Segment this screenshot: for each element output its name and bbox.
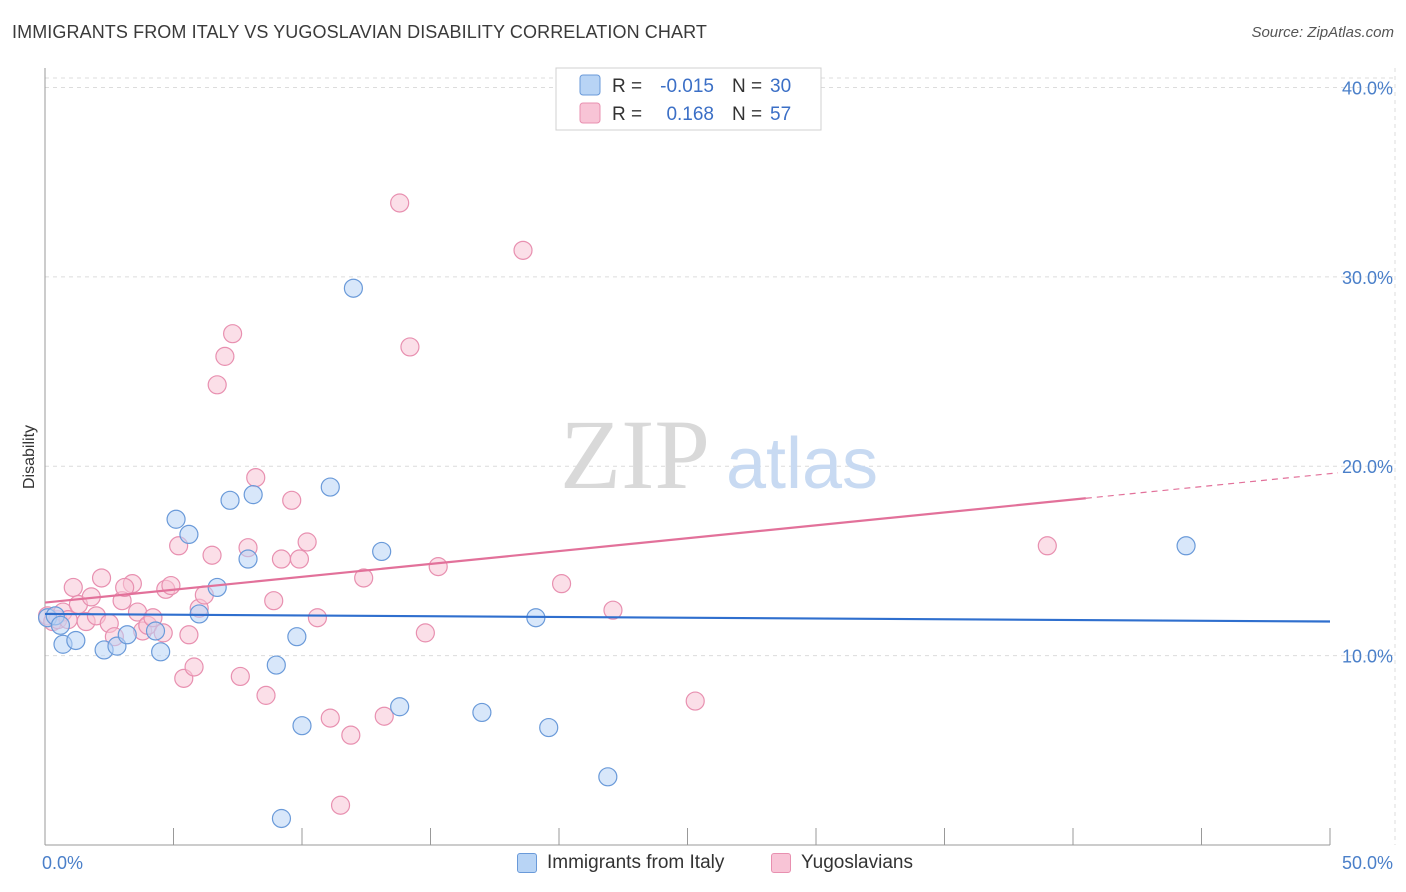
data-point-yugoslavians bbox=[354, 568, 374, 588]
x-tick-label: 50.0% bbox=[1342, 853, 1393, 873]
data-point-yugoslavians bbox=[1037, 536, 1057, 556]
legend-swatch-yugoslavians bbox=[579, 102, 601, 124]
watermark-atlas: atlas bbox=[726, 424, 878, 504]
data-point-yugoslavians bbox=[161, 575, 181, 596]
y-tick-label: 10.0% bbox=[1342, 647, 1393, 667]
data-point-yugoslavians bbox=[341, 725, 361, 745]
data-point-yugoslavians bbox=[91, 568, 112, 588]
data-point-italy bbox=[179, 524, 199, 545]
data-point-yugoslavians bbox=[289, 549, 310, 569]
data-point-yugoslavians bbox=[207, 375, 227, 395]
data-point-yugoslavians bbox=[307, 608, 328, 628]
stats-legend: R = -0.015 N = 30 R = 0.168 N = 57 bbox=[555, 67, 822, 131]
data-point-yugoslavians bbox=[551, 574, 572, 594]
data-point-italy bbox=[117, 625, 137, 645]
legend-swatch-italy bbox=[579, 74, 601, 96]
bottom-legend: Immigrants from Italy Yugoslavians bbox=[0, 850, 1406, 880]
trend-line-yugoslavians-extension bbox=[1085, 472, 1339, 499]
data-point-yugoslavians bbox=[400, 337, 420, 357]
data-point-italy bbox=[66, 630, 86, 651]
data-point-italy bbox=[598, 767, 618, 787]
data-point-yugoslavians bbox=[603, 600, 623, 620]
y-tick-label: 20.0% bbox=[1342, 457, 1393, 477]
data-point-italy bbox=[472, 702, 492, 723]
data-point-yugoslavians bbox=[415, 623, 435, 643]
data-point-yugoslavians bbox=[256, 685, 276, 705]
data-point-yugoslavians bbox=[374, 706, 394, 726]
data-point-yugoslavians bbox=[428, 557, 448, 577]
bottom-legend-swatch-italy bbox=[517, 853, 537, 873]
data-point-italy bbox=[292, 716, 312, 736]
axes bbox=[44, 68, 1331, 846]
data-point-italy bbox=[220, 490, 240, 510]
trend-line-yugoslavians bbox=[44, 497, 1086, 604]
y-tick-label: 40.0% bbox=[1342, 78, 1393, 98]
data-point-italy bbox=[166, 509, 186, 529]
data-point-italy bbox=[287, 627, 307, 647]
trend-line-italy bbox=[44, 612, 1331, 623]
legend-n-label-italy: N = bbox=[732, 76, 762, 97]
data-point-yugoslavians bbox=[230, 666, 250, 687]
bottom-legend-yugoslavians: Yugoslavians bbox=[771, 852, 913, 874]
data-point-yugoslavians bbox=[282, 490, 302, 510]
legend-r-label-yugoslavians: R = bbox=[612, 104, 642, 125]
data-point-yugoslavians bbox=[63, 577, 83, 598]
data-point-yugoslavians bbox=[271, 549, 292, 569]
data-point-yugoslavians bbox=[297, 532, 317, 552]
x-tick-label: 0.0% bbox=[42, 853, 83, 873]
data-point-yugoslavians bbox=[179, 625, 199, 645]
data-point-yugoslavians bbox=[320, 708, 340, 728]
y-tick-label: 30.0% bbox=[1342, 268, 1393, 288]
data-point-yugoslavians bbox=[115, 577, 135, 598]
watermark-zip: ZIP bbox=[560, 399, 710, 510]
legend-r-value-yugoslavians: 0.168 bbox=[666, 104, 714, 125]
data-point-italy bbox=[343, 278, 363, 298]
data-point-yugoslavians bbox=[330, 795, 351, 815]
data-point-yugoslavians bbox=[184, 657, 204, 677]
data-point-yugoslavians bbox=[223, 324, 243, 344]
legend-n-value-yugoslavians: 57 bbox=[770, 104, 791, 125]
legend-r-label-italy: R = bbox=[612, 76, 642, 97]
source-label: Source: ZipAtlas.com bbox=[1251, 24, 1394, 41]
trend-lines bbox=[44, 472, 1339, 623]
bottom-legend-label-italy: Immigrants from Italy bbox=[547, 852, 725, 873]
data-point-italy bbox=[145, 621, 166, 641]
bottom-legend-swatch-yugoslavians bbox=[771, 853, 791, 873]
series-italy bbox=[37, 278, 1196, 829]
legend-n-value-italy: 30 bbox=[770, 76, 791, 97]
data-point-italy bbox=[390, 697, 410, 717]
data-point-yugoslavians bbox=[215, 346, 235, 366]
bottom-legend-italy: Immigrants from Italy bbox=[517, 852, 724, 874]
data-point-italy bbox=[1176, 536, 1196, 556]
data-point-italy bbox=[151, 642, 171, 662]
data-point-italy bbox=[207, 577, 227, 598]
data-point-italy bbox=[238, 549, 258, 569]
data-point-italy bbox=[271, 808, 292, 829]
data-point-yugoslavians bbox=[246, 467, 266, 488]
data-point-yugoslavians bbox=[513, 240, 533, 260]
y-tick-labels: 10.0% 20.0% 30.0% 40.0% bbox=[1342, 78, 1393, 666]
data-point-italy bbox=[50, 615, 71, 635]
data-point-italy bbox=[320, 477, 340, 497]
data-point-italy bbox=[243, 485, 263, 505]
watermark: ZIP atlas bbox=[560, 399, 878, 510]
gridlines bbox=[45, 68, 1396, 845]
data-point-yugoslavians bbox=[685, 691, 705, 711]
data-point-italy bbox=[372, 541, 392, 562]
y-axis-label: Disability bbox=[21, 425, 38, 489]
bottom-legend-label-yugoslavians: Yugoslavians bbox=[801, 852, 913, 873]
data-point-italy bbox=[539, 717, 559, 738]
data-point-yugoslavians bbox=[264, 591, 284, 611]
x-tick-labels: 0.0% 50.0% bbox=[42, 853, 1393, 873]
data-point-yugoslavians bbox=[202, 545, 222, 565]
data-point-italy bbox=[266, 655, 286, 675]
data-point-yugoslavians bbox=[390, 193, 410, 213]
legend-n-label-yugoslavians: N = bbox=[732, 104, 762, 125]
chart-title: IMMIGRANTS FROM ITALY VS YUGOSLAVIAN DIS… bbox=[12, 22, 707, 42]
legend-r-value-italy: -0.015 bbox=[660, 76, 714, 97]
